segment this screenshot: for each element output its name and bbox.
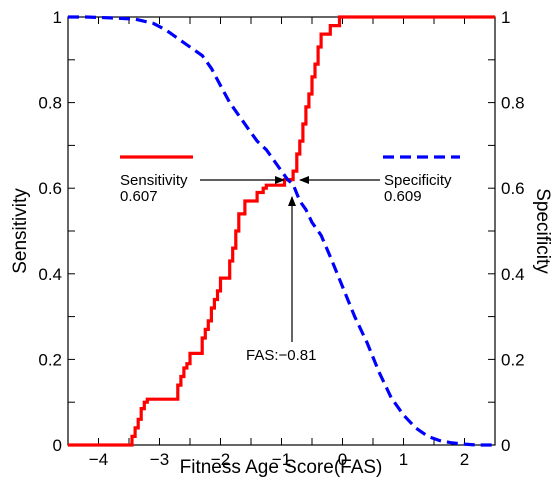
fas-annotation: FAS:−0.81 — [246, 347, 316, 364]
x-tick-label: −2 — [211, 450, 230, 469]
x-tick-label: −1 — [272, 450, 291, 469]
y-tick-label-right: 0.8 — [501, 94, 525, 113]
y-tick-label-left: 0.2 — [38, 350, 62, 369]
y-tick-label-right: 0.6 — [501, 179, 525, 198]
sensitivity-value: 0.607 — [120, 188, 158, 205]
y-tick-labels-left: 0 0.2 0.4 0.6 0.8 1 — [38, 8, 62, 455]
x-tick-label: 1 — [399, 450, 408, 469]
specificity-label: Specificity — [384, 172, 452, 189]
y-tick-label-right: 0 — [501, 436, 510, 455]
tick-marks — [67, 16, 496, 446]
specificity-value: 0.609 — [384, 188, 422, 205]
y-axis-title-right: Specificity — [532, 188, 553, 274]
y-tick-label-left: 0.8 — [38, 94, 62, 113]
x-tick-label: 2 — [460, 450, 469, 469]
sensitivity-line — [68, 15, 495, 447]
specificity-line — [68, 15, 495, 447]
x-tick-label: 0 — [338, 450, 347, 469]
x-axis-title: Fitness Age Score(FAS) — [180, 457, 383, 478]
x-tick-label: −4 — [89, 450, 108, 469]
y-tick-label-right: 0.4 — [501, 265, 525, 284]
plot-frame — [67, 16, 496, 446]
y-tick-label-right: 1 — [501, 8, 510, 27]
sensitivity-label: Sensitivity — [120, 172, 188, 189]
y-tick-label-left: 0.4 — [38, 265, 62, 284]
y-tick-label-left: 0 — [53, 436, 62, 455]
y-axis-title-left: Sensitivity — [10, 188, 31, 274]
y-tick-labels-right: 0 0.2 0.4 0.6 0.8 1 — [501, 8, 525, 455]
y-tick-label-left: 0.6 — [38, 179, 62, 198]
x-tick-label: −3 — [150, 450, 169, 469]
y-tick-label-right: 0.2 — [501, 350, 525, 369]
y-tick-label-left: 1 — [53, 8, 62, 27]
x-tick-labels: −4 −3 −2 −1 0 1 2 — [89, 450, 469, 469]
